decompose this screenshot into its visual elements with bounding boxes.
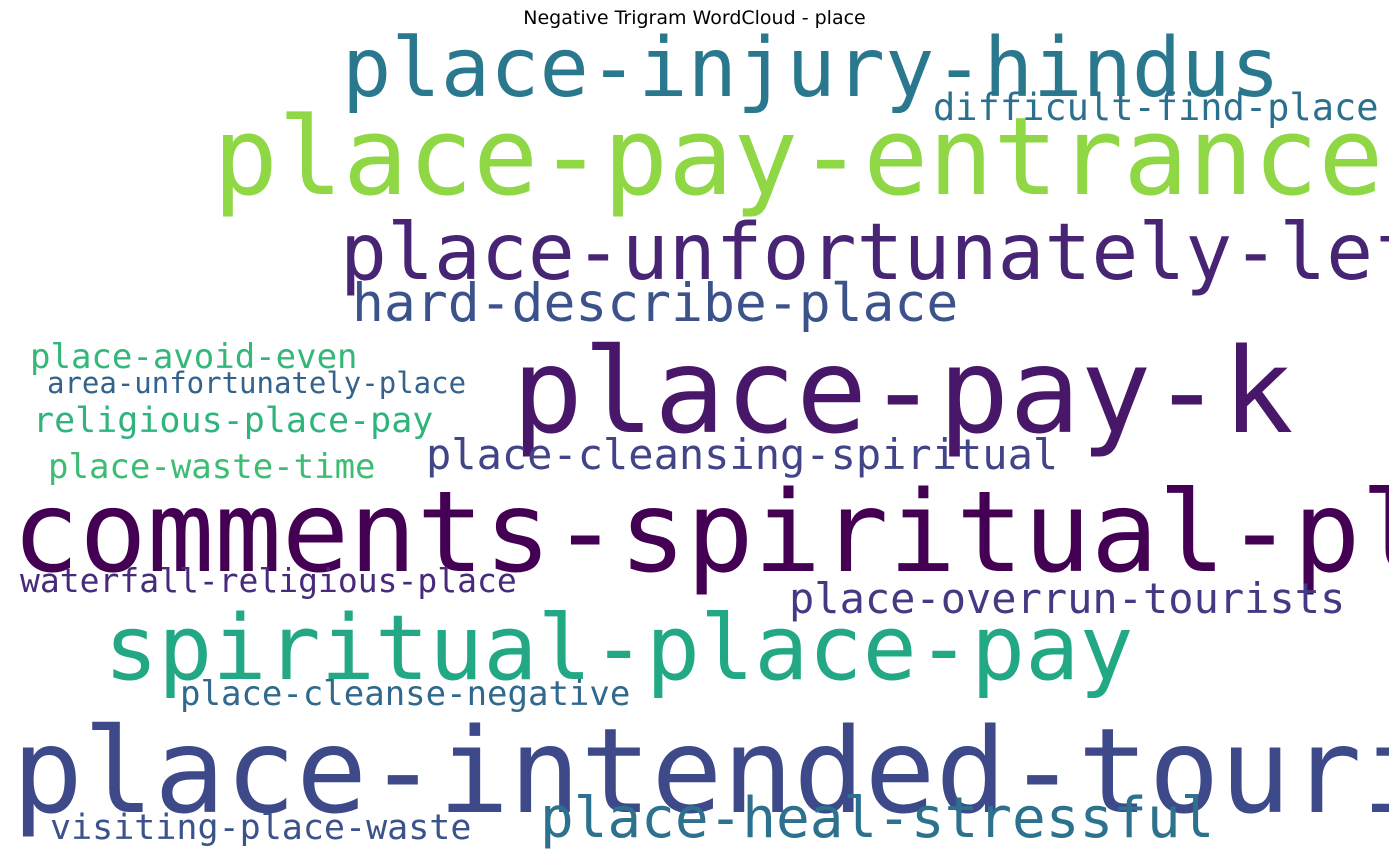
word-cloud-term: religious-place-pay xyxy=(33,401,434,441)
word-cloud-term: waterfall-religious-place xyxy=(20,561,517,600)
word-cloud-term: area-unfortunately-place xyxy=(47,366,467,400)
page-title: Negative Trigram WordCloud - place xyxy=(523,7,866,29)
word-cloud-term: place-intended-tourism xyxy=(12,702,1389,840)
word-cloud-term: place-cleansing-spiritual xyxy=(426,430,1059,479)
word-cloud-term: place-cleanse-negative xyxy=(180,674,631,714)
word-cloud-term: place-overrun-tourists xyxy=(789,574,1346,623)
word-cloud-term: visiting-place-waste xyxy=(50,808,472,848)
word-cloud-term: place-pay-entrance xyxy=(213,95,1384,220)
word-cloud-term: place-pay-k xyxy=(512,322,1294,460)
word-cloud-term: spiritual-place-pay xyxy=(104,596,1134,701)
word-cloud-term: hard-describe-place xyxy=(352,273,959,334)
word-cloud-term: difficult-find-place xyxy=(933,86,1379,129)
word-cloud-term: comments-spiritual-place xyxy=(12,468,1389,598)
word-cloud-term: place-avoid-even xyxy=(30,337,358,377)
word-cloud-term: place-injury-hindus xyxy=(342,21,1280,116)
word-cloud-term: place-waste-time xyxy=(48,447,376,487)
word-cloud-term: place-unfortunately-left xyxy=(340,208,1389,298)
word-cloud-term: place-heal-stressful xyxy=(540,786,1215,851)
